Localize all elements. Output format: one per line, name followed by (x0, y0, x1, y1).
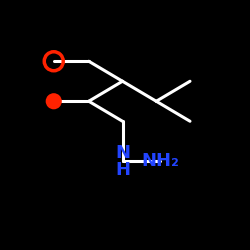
Text: NH₂: NH₂ (141, 152, 179, 170)
Text: N
H: N H (115, 144, 130, 178)
Circle shape (46, 93, 62, 109)
